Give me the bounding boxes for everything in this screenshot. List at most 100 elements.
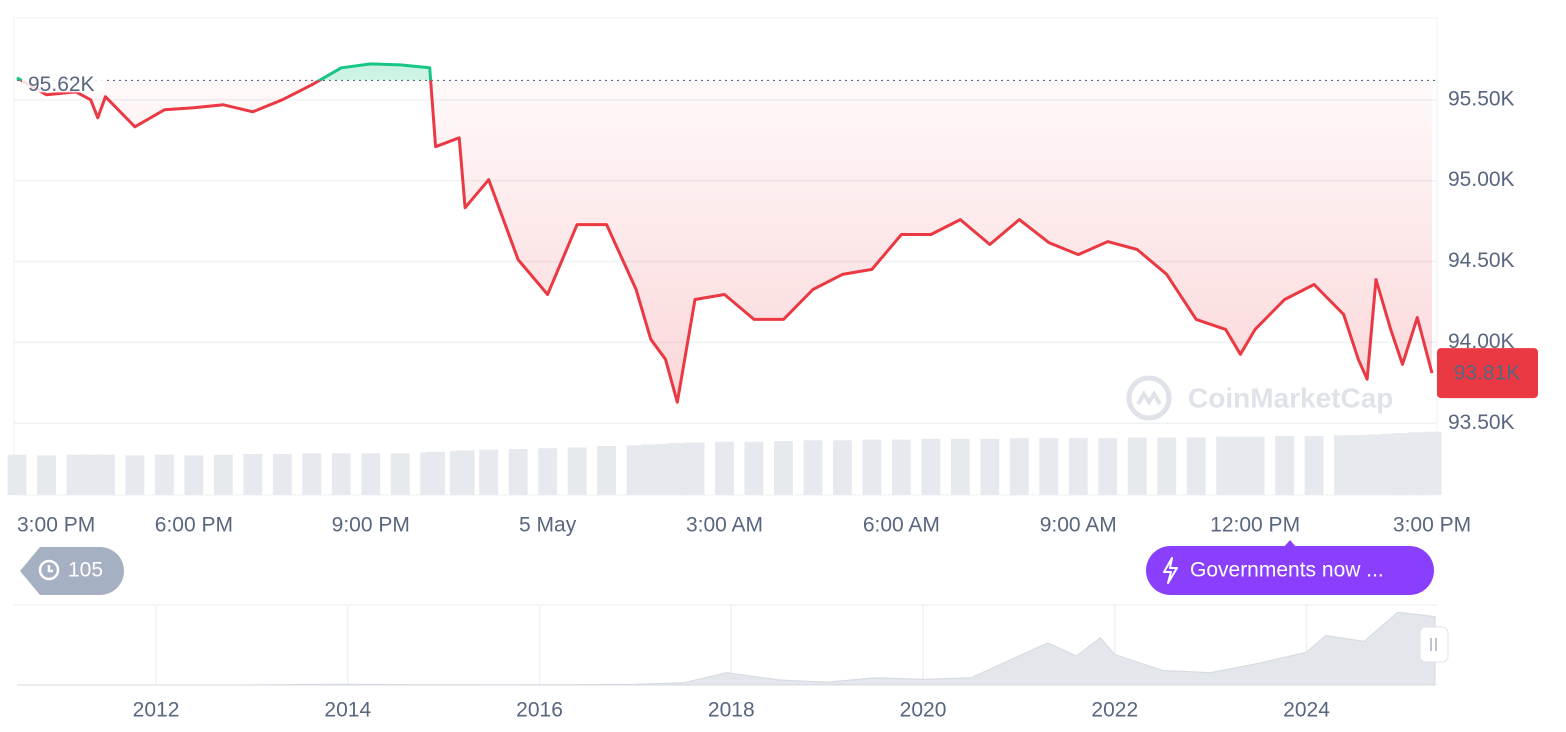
overview-x-tick-label: 2018 [708,699,755,722]
overview-x-tick-label: 2014 [324,699,371,722]
price-plot: 95.62K 93.81K [16,62,1538,404]
volume-bar [154,454,174,495]
volume-bar [361,453,381,495]
volume-bar [597,446,617,495]
volume-bar [37,455,56,495]
volume-bar [184,455,204,495]
volume-bar [1304,435,1324,495]
volume-bar [832,440,852,495]
volume-bar [1127,437,1147,495]
volume-bar [803,440,823,495]
y-tick-label: 95.00K [1448,168,1515,191]
overview-x-tick-label: 2016 [516,699,563,722]
volume-bar [390,453,410,495]
history-button[interactable]: 105 [20,547,124,595]
volume-bar [1334,435,1353,495]
news-pill[interactable] [1146,546,1434,595]
volume-bar [641,444,661,495]
history-icon-hands [47,565,53,573]
news-text: Governments now ... [1190,559,1384,582]
overview-x-tick-label: 2020 [900,699,947,722]
watermark-logo-mark [1136,390,1162,406]
volume-bar [1157,437,1177,495]
volume-bar [1366,434,1386,495]
volume-bar [1230,436,1250,495]
watermark: CoinMarketCap [1126,375,1393,421]
volume-bar [1098,438,1118,495]
volume [7,431,1442,495]
x-tick-label: 6:00 PM [155,514,233,537]
watermark-logo [1126,375,1172,421]
volume-bar [243,453,263,495]
news-pointer [1284,540,1296,547]
volume-bar [626,445,646,495]
volume-bar [1186,437,1206,495]
volume-bar [862,439,882,495]
volume-bar [667,443,687,495]
reference-label-bg [22,66,104,93]
volume-bar [272,453,292,495]
y-tick-label: 94.00K [1448,330,1515,353]
range-handle-grip [1430,638,1437,651]
reference-label: 95.62K [28,73,95,96]
news-icon [1163,557,1178,584]
x-tick-label: 12:00 PM [1210,514,1300,537]
volume-bar [1216,436,1236,495]
y-tick-label: 94.50K [1448,249,1515,272]
volume-bar [125,455,145,495]
volume-bar [980,438,1000,495]
volume-bar [1393,433,1412,495]
range-handle[interactable] [1419,626,1449,663]
x-tick-label: 9:00 AM [1040,514,1117,537]
overview-x-tick-label: 2022 [1091,699,1138,722]
volume-bar [213,454,233,495]
range-handle-box[interactable] [1419,626,1449,663]
volume-bar [715,441,734,495]
volume-bar [538,448,558,495]
overview: 2012 2014 2016 2018 2020 2022 2024 [14,604,1437,722]
x-tick-label: 3:00 AM [686,514,763,537]
volume-bar [891,439,911,495]
volume-bar [1039,438,1059,495]
volume-bar [567,447,587,495]
x-tick-label: 6:00 AM [863,514,940,537]
last-price-label: 93.81K [1454,362,1521,385]
news-button[interactable]: Governments now ... [1146,540,1434,595]
volume-bar [774,441,793,495]
volume-bar [1009,438,1029,495]
history-count: 105 [68,559,103,582]
price-line [16,62,1434,404]
volume-bar [1068,438,1088,495]
volume-bar [96,454,115,495]
volume-bar [66,454,86,495]
axes: 93.50K 94.00K 94.50K 95.00K 95.50K 3:00 PM 6:0… [17,87,1515,536]
volume-bar [7,454,27,495]
overview-x-tick-label: 2024 [1283,699,1330,722]
x-tick-label: 5 May [519,514,577,537]
price-area [17,63,1432,403]
volume-bar [1407,432,1427,495]
last-price-tag [1437,348,1538,399]
x-tick-label: 3:00 PM [1393,514,1471,537]
overview-area [17,611,1436,686]
volume-bar [950,438,970,495]
volume-bar [921,438,941,495]
volume-bar [744,441,764,495]
volume-bar [331,453,351,495]
volume-bar [508,448,528,495]
volume-bar [1422,431,1442,495]
x-tick-label: 9:00 PM [332,514,410,537]
volume-bar [1275,435,1295,495]
volume-bar [426,451,446,495]
volume-bar [479,449,499,495]
history-pill[interactable] [20,547,124,595]
watermark-text: CoinMarketCap [1188,382,1393,413]
volume-bar [455,450,475,495]
y-tick-label: 93.50K [1448,411,1515,434]
volume-bar [1245,436,1265,495]
x-tick-label: 3:00 PM [17,514,95,537]
volume-bar [302,453,322,495]
volume-bar [685,442,705,495]
